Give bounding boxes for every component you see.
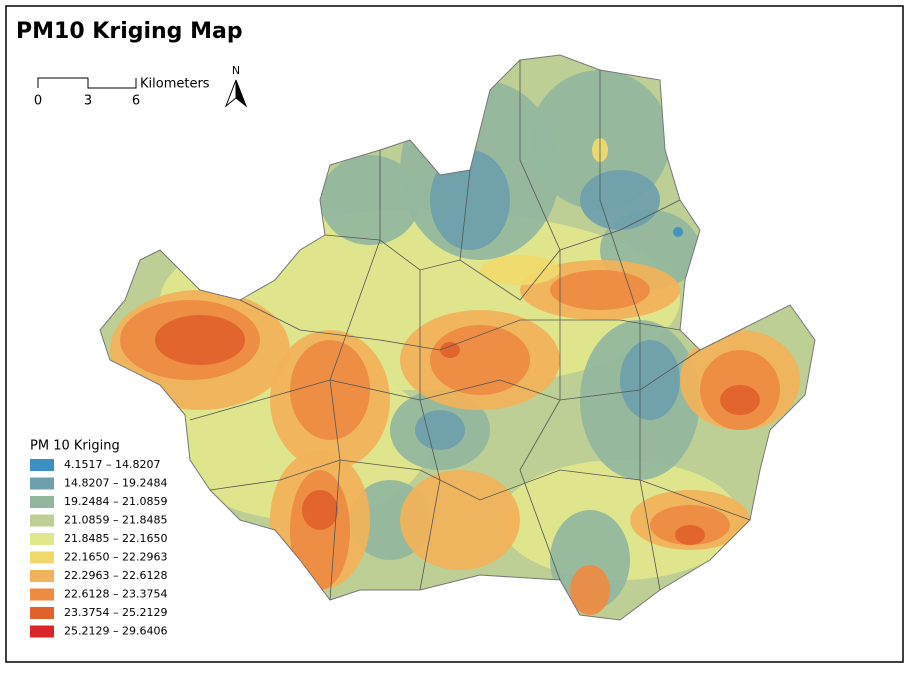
class-region: [290, 340, 370, 440]
legend-swatch: [30, 477, 54, 490]
north-arrow: N: [224, 64, 248, 108]
north-label: N: [232, 64, 240, 77]
class-region: [440, 342, 460, 358]
legend-label: 22.2963 – 22.6128: [64, 569, 167, 582]
class-region: [673, 227, 683, 237]
legend-label: 21.8485 – 22.1650: [64, 532, 167, 545]
scale-tick-label: 0: [34, 94, 42, 109]
class-region: [570, 565, 610, 615]
class-region: [415, 410, 465, 450]
frame: [5, 5, 904, 663]
class-region: [430, 150, 510, 250]
legend-label: 22.1650 – 22.2963: [64, 551, 167, 564]
scale-unit: Kilometers: [140, 77, 210, 92]
legend-swatch: [30, 570, 54, 582]
legend-swatch: [30, 607, 54, 619]
scale-tick-label: 6: [132, 94, 140, 109]
class-region: [480, 255, 560, 285]
class-region: [320, 155, 420, 245]
legend-swatch: [30, 514, 54, 527]
legend-swatch: [30, 496, 54, 508]
legend-label: 21.0859 – 21.8485: [64, 514, 167, 527]
class-region: [155, 315, 245, 365]
legend-swatch: [30, 459, 54, 471]
legend-swatch: [30, 551, 54, 564]
legend: PM 10 Kriging 4.1517 – 14.8207 14.8207 – …: [30, 439, 167, 638]
class-region: [675, 525, 705, 545]
legend-label: 14.8207 – 19.2484: [64, 477, 167, 490]
map-title: PM10 Kriging Map: [16, 19, 243, 44]
class-region: [620, 340, 680, 420]
class-region: [550, 510, 630, 610]
legend-swatch: [30, 588, 54, 601]
class-region: [302, 490, 338, 530]
scale-tick-label: 3: [84, 94, 92, 109]
legend-label: 22.6128 – 23.3754: [64, 588, 167, 601]
class-region: [430, 325, 530, 395]
class-region: [550, 270, 650, 310]
legend-swatch: [30, 533, 54, 545]
legend-label: 25.2129 – 29.6406: [64, 625, 167, 638]
district-lines: [189, 60, 751, 601]
class-region: [580, 170, 660, 230]
legend-label: 23.3754 – 25.2129: [64, 606, 167, 619]
class-region: [400, 470, 520, 570]
legend-label: 4.1517 – 14.8207: [64, 458, 160, 471]
legend-title: PM 10 Kriging: [30, 439, 120, 454]
legend-swatch: [30, 625, 54, 638]
legend-label: 19.2484 – 21.0859: [64, 495, 167, 508]
class-region: [720, 385, 760, 415]
scale-bar: 0 3 6 Kilometers: [34, 77, 210, 109]
